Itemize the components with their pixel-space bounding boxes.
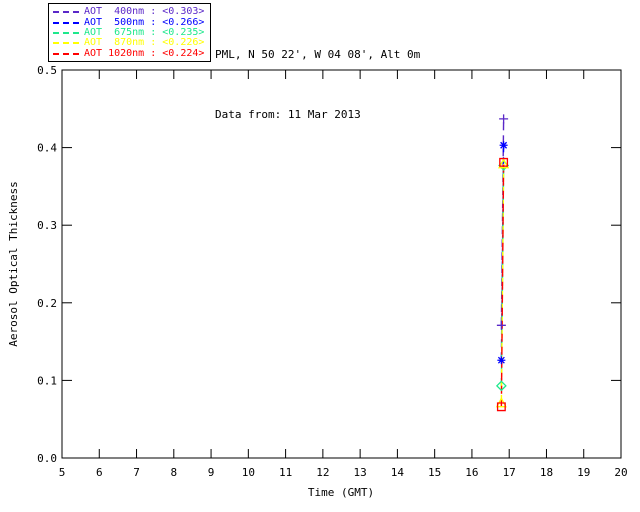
legend-item: AOT 1020nm : <0.224> — [53, 47, 206, 59]
x-axis-tick-label: 15 — [428, 466, 441, 479]
x-axis-tick-label: 16 — [465, 466, 478, 479]
x-axis-tick-label: 18 — [540, 466, 553, 479]
station-info: PML, N 50 22', W 04 08', Alt 0m — [215, 48, 421, 61]
series-line-aot-1020nm — [500, 162, 505, 407]
marker-plus — [496, 320, 506, 330]
data-series — [495, 114, 510, 412]
legend-item: AOT 675nm : <0.235> — [53, 26, 206, 38]
legend-line-sample — [53, 31, 79, 34]
legend-item-label: AOT 870nm : <0.226> — [84, 37, 205, 49]
marker-square — [499, 157, 509, 167]
data-date: Data from: 11 Mar 2013 — [215, 108, 361, 121]
legend-line-sample — [53, 21, 79, 24]
legend-item-label: AOT 675nm : <0.235> — [84, 26, 205, 38]
marker-square — [496, 402, 506, 412]
legend-item-label: AOT 400nm : <0.303> — [84, 6, 205, 18]
legend-box: AOT 400nm : <0.303> AOT 500nm : <0.266> AO… — [48, 3, 211, 62]
y-axis-tick-label: 0.1 — [37, 374, 57, 387]
legend-line-sample — [53, 42, 79, 45]
x-axis-tick-label: 20 — [614, 466, 627, 479]
y-axis-title: Aerosol Optical Thickness — [7, 181, 20, 347]
marker-triangle — [498, 158, 510, 169]
axis-ticks: 5 6 7 8 9 10 11 12 13 14 15 16 17 18 19 20 0.0 0.1 0.2 0.3 0… — [37, 64, 628, 479]
x-axis-tick-label: 9 — [208, 466, 215, 479]
plot-frame — [61, 69, 622, 459]
x-axis-tick-label: 10 — [242, 466, 255, 479]
legend-item: AOT 500nm : <0.266> — [53, 17, 206, 27]
legend-item-label: AOT 1020nm : <0.224> — [84, 47, 205, 59]
plot-title: PML, N 50 22', W 04 08', Alt 0m Data fro… — [215, 5, 420, 165]
marker-asterisk — [497, 356, 506, 365]
series-line-aot-400nm — [500, 118, 505, 326]
marker-asterisk — [499, 141, 508, 150]
x-axis-tick-label: 14 — [391, 466, 405, 479]
x-axis-tick-label: 12 — [316, 466, 329, 479]
legend-line-sample — [53, 52, 79, 55]
y-axis-tick-label: 0.4 — [37, 142, 57, 155]
marker-diamond — [495, 380, 507, 392]
x-axis-tick-label: 17 — [503, 466, 516, 479]
x-axis-tick-label: 5 — [59, 466, 66, 479]
y-axis-tick-label: 0.3 — [37, 219, 57, 232]
legend-item-label: AOT 500nm : <0.266> — [84, 16, 205, 28]
legend-item: AOT 400nm : <0.303> — [53, 7, 206, 17]
y-axis-tick-label: 0.2 — [37, 297, 57, 310]
x-axis-tick-label: 6 — [96, 466, 103, 479]
x-axis-title: Time (GMT) — [308, 486, 374, 499]
x-axis-tick-label: 19 — [577, 466, 590, 479]
x-axis-tick-label: 11 — [279, 466, 292, 479]
marker-plus — [499, 114, 509, 124]
x-axis-tick-label: 13 — [354, 466, 367, 479]
x-axis-tick-label: 8 — [170, 466, 177, 479]
legend-item: AOT 870nm : <0.226> — [53, 38, 206, 48]
x-axis-tick-label: 7 — [133, 466, 140, 479]
y-axis-tick-label: 0.0 — [37, 452, 57, 465]
legend-line-sample — [53, 11, 79, 14]
y-axis-tick-label: 0.5 — [37, 64, 57, 77]
